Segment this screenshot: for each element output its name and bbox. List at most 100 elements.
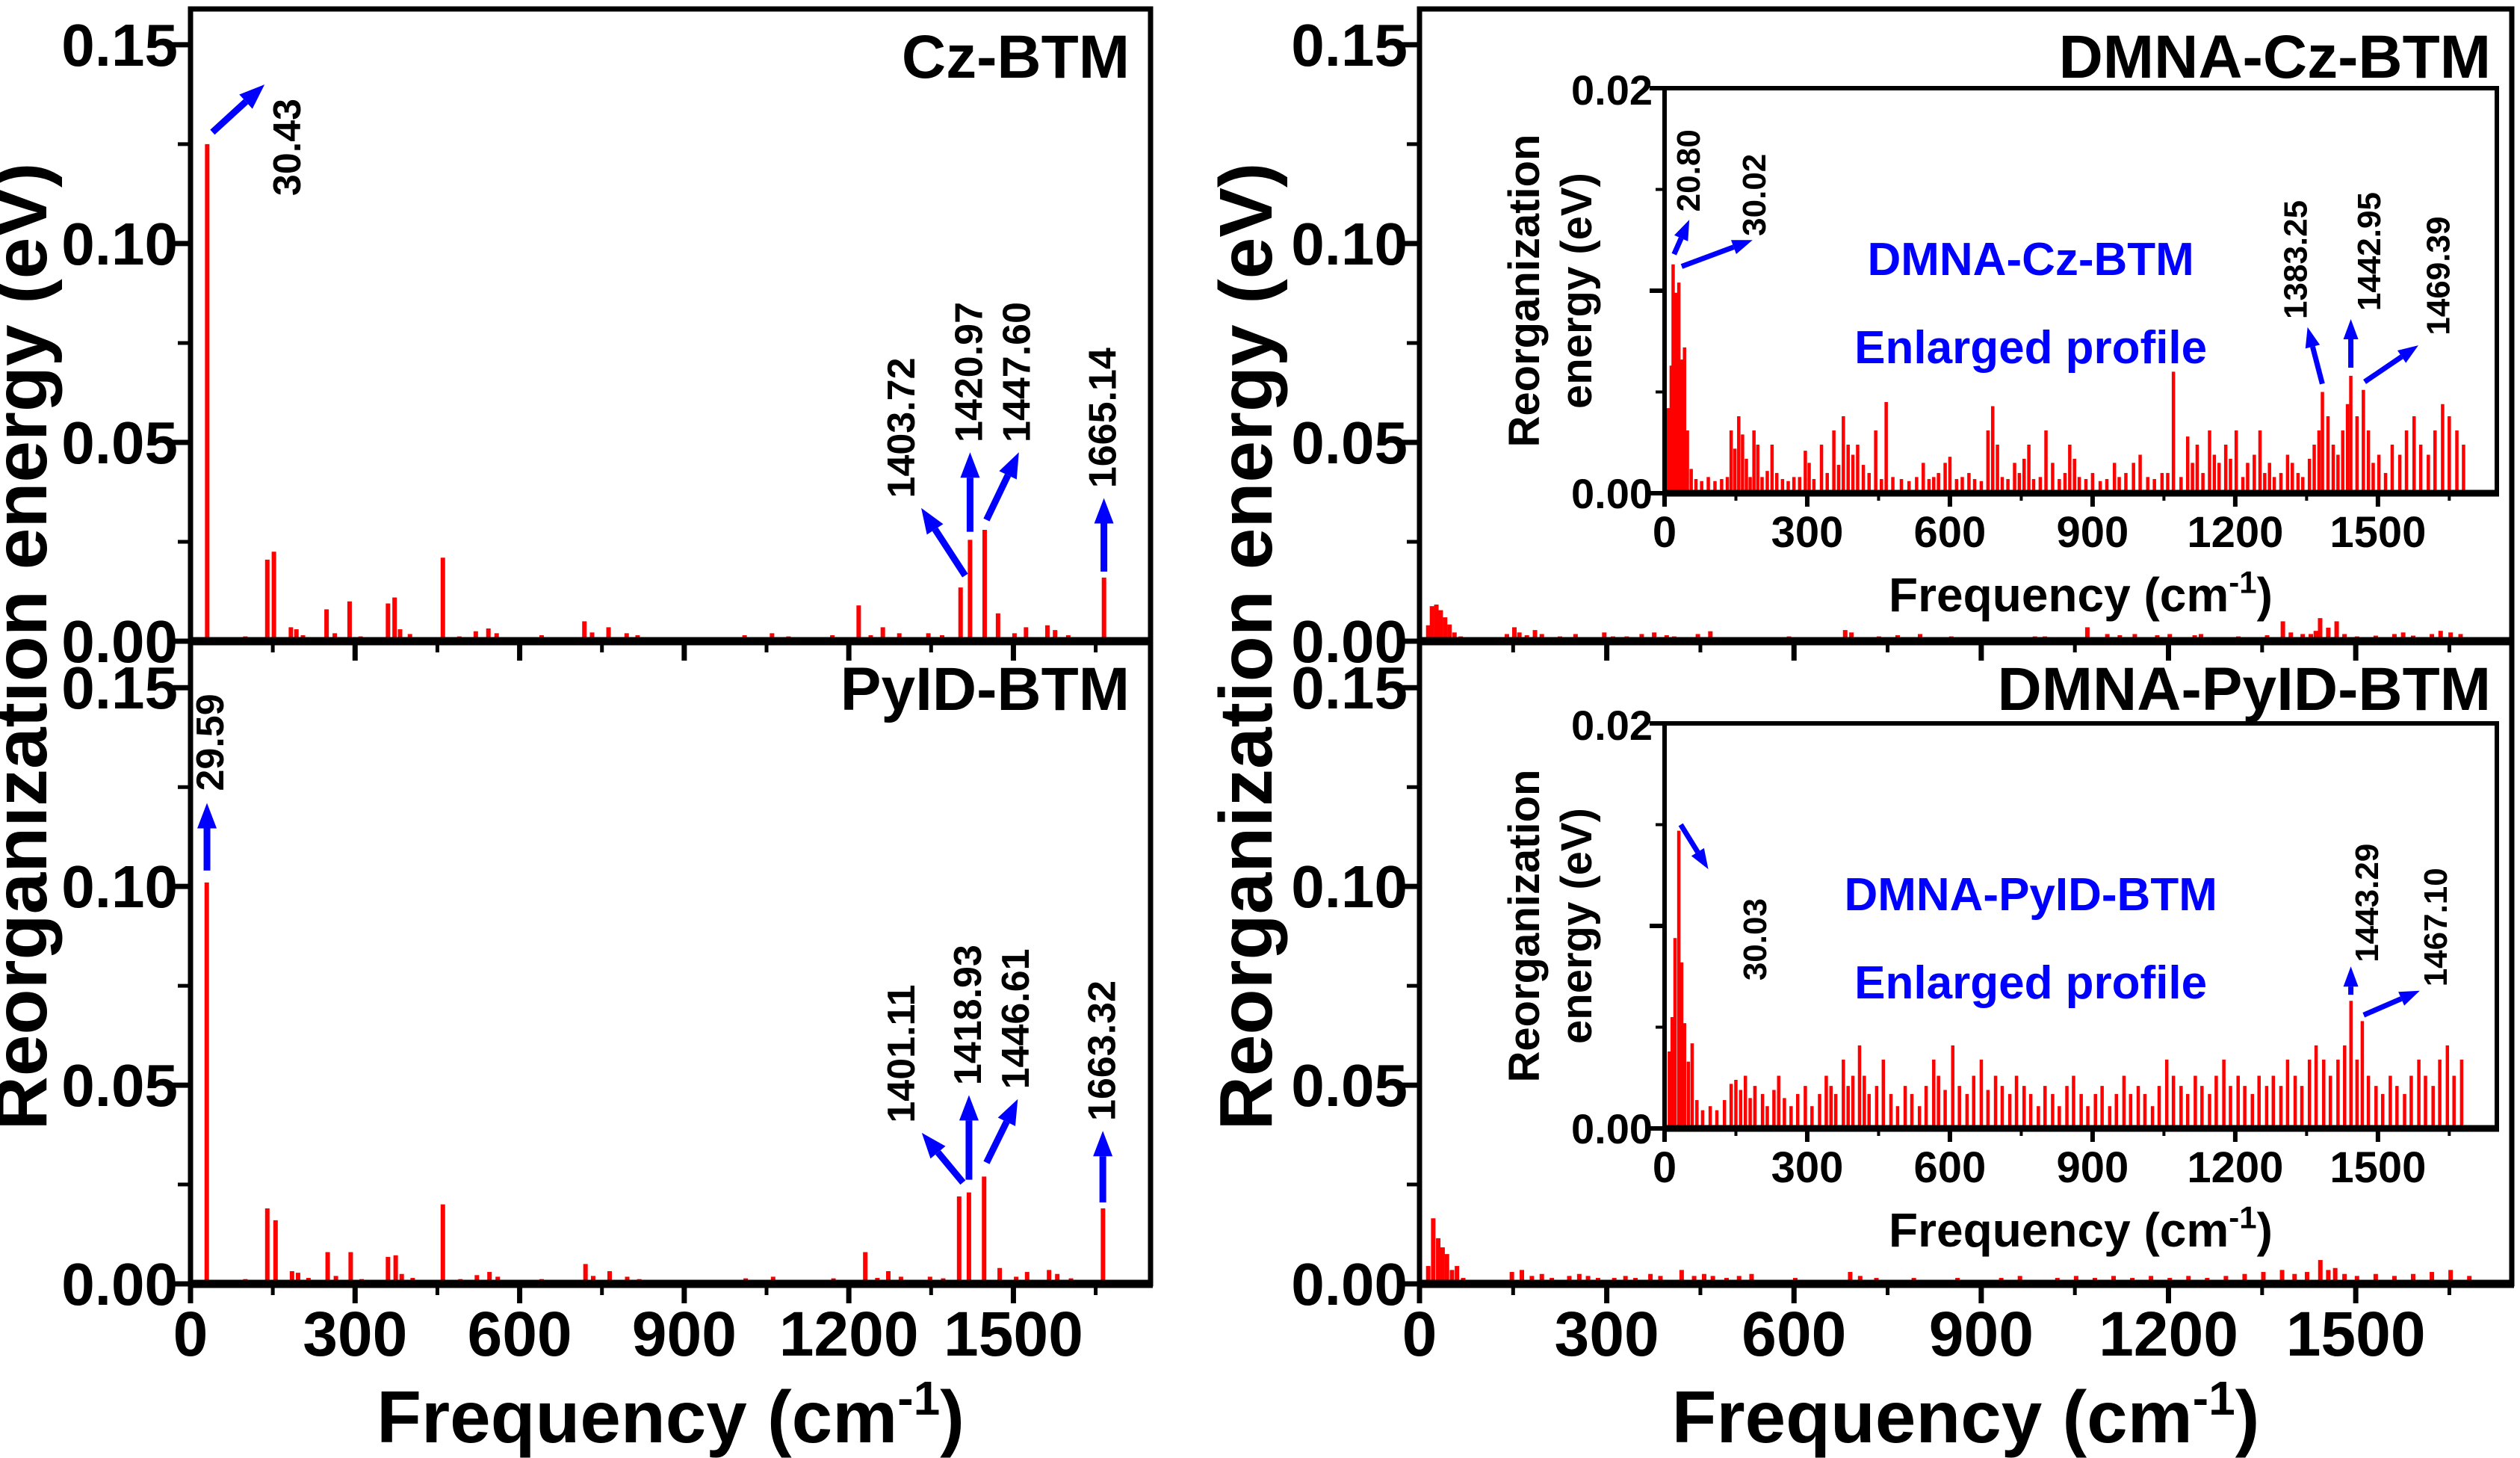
x-tick-label: 0 [173, 1299, 208, 1369]
inset-annotation-30.02: 30.02 [1680, 154, 1773, 269]
inset-x-tick-label: 900 [2057, 1143, 2129, 1192]
y-tick-label: 0.00 [61, 608, 178, 675]
annotation-arrow-head [2398, 990, 2420, 1006]
inset-annotation-label: 30.03 [1737, 898, 1774, 980]
annotation-arrow-line [983, 473, 1012, 522]
x-tick-label: 600 [1742, 1299, 1846, 1369]
annotation-29.59: 29.59 [189, 694, 232, 871]
x-tick-label: 600 [467, 1299, 572, 1369]
x-tick-label: 900 [632, 1299, 737, 1369]
annotation-1403.72: 1403.72 [880, 357, 968, 578]
inset-y-axis-title-line2: energy (eV) [1552, 173, 1601, 409]
annotation-arrow-head [1691, 847, 1709, 870]
y-tick-label: 0.15 [61, 655, 178, 721]
inset-annotation-1469.39: 1469.39 [2363, 217, 2456, 384]
inset-annotation-label: 1442.95 [2351, 192, 2388, 311]
inset-title-line2: Enlarged profile [1854, 957, 2207, 1009]
annotation-1446.61: 1446.61 [983, 948, 1038, 1164]
y-tick-label: 0.00 [61, 1251, 178, 1318]
annotation-1447.60: 1447.60 [983, 302, 1038, 522]
annotation-arrow-line [2363, 354, 2403, 384]
annotation-arrow-head [1674, 220, 1690, 241]
inset-annotation-label: 1467.10 [2418, 868, 2454, 986]
sticks-pyid-btm [204, 882, 1106, 1282]
inset-dmna-cz-btm: 0.02 0.000 300 600 900 1200 1500 Frequency (cm-… [1500, 67, 2499, 622]
inset-x-axis-title: Frequency (cm-1) [1889, 565, 2273, 622]
annotation-arrow-line [983, 1120, 1010, 1164]
annotation-1401.11: 1401.11 [880, 984, 966, 1185]
annotation-label: 1663.32 [1080, 980, 1124, 1121]
annotation-label: 1447.60 [995, 302, 1038, 442]
inset-annotation-1467.10: 1467.10 [2362, 868, 2454, 1018]
inset-title-line1: DMNA-Cz-BTM [1867, 234, 2194, 285]
y-tick-label: 0.00 [1291, 1251, 1408, 1318]
inset-annotation-20.80: 20.80 [1671, 129, 1707, 256]
inset-sticks [1666, 264, 2465, 492]
inset-y-axis-title-line2: energy (eV) [1552, 808, 1601, 1044]
inset-title-line2: Enlarged profile [1854, 322, 2207, 374]
inset-y-axis-title-line1: Reorganization [1500, 770, 1549, 1083]
inset-y-bottom-label: 0.00 [1571, 470, 1653, 517]
inset-x-tick-label: 600 [1914, 1143, 1987, 1192]
x-axis-title: Frequency (cm-1) [1672, 1371, 2260, 1458]
inset-x-tick-label: 1200 [2187, 508, 2283, 557]
annotation-arrow-head [921, 1132, 946, 1159]
y-axis-title: Reorganization energy (eV) [0, 163, 63, 1131]
inset-x-tick-label: 300 [1771, 1143, 1844, 1192]
annotation-arrow-head [239, 84, 265, 109]
y-axis-title: Reorganization energy (eV) [1204, 163, 1288, 1131]
y-tick-label: 0.05 [1291, 1052, 1408, 1119]
x-axis-title: Frequency (cm-1) [377, 1371, 965, 1458]
annotation-arrow-head [960, 452, 980, 478]
panel-title: DMNA-Cz-BTM [2059, 23, 2491, 91]
inset-annotation-1442.95: 1442.95 [2343, 192, 2388, 368]
y-tick-label: 0.05 [61, 1052, 178, 1119]
annotation-arrow-line [2310, 346, 2325, 385]
inset-x-tick-label: 0 [1653, 1143, 1677, 1192]
y-tick-label: 0.00 [1291, 608, 1408, 675]
x-tick-label: 1500 [944, 1299, 1083, 1369]
panel-title: PyID-BTM [840, 655, 1130, 723]
y-tick-label: 0.10 [61, 853, 178, 920]
inset-annotation-label: 1443.29 [2349, 844, 2386, 963]
panel-dmna-pyid-btm: 0.00 0.05 0.10 0.15 0 300 600 900 1200 1500 DMNA-P… [1291, 638, 2515, 1369]
annotation-label: 30.43 [266, 99, 309, 196]
annotation-label: 29.59 [189, 694, 232, 791]
inset-x-tick-label: 600 [1914, 508, 1987, 557]
panel-title: DMNA-PyID-BTM [1998, 655, 2491, 723]
inset-x-tick-label: 900 [2057, 508, 2129, 557]
inset-y-bottom-label: 0.00 [1571, 1105, 1653, 1152]
x-tick-label: 1500 [2286, 1299, 2426, 1369]
annotation-label: 1420.97 [948, 302, 991, 442]
inset-x-tick-label: 1200 [2187, 1143, 2283, 1192]
annotation-arrow-line [1678, 823, 1700, 854]
y-tick-label: 0.15 [1291, 12, 1408, 78]
annotation-1418.93: 1418.93 [947, 945, 990, 1180]
annotation-1665.14: 1665.14 [1082, 347, 1125, 572]
inset-x-axis-title: Frequency (cm-1) [1889, 1200, 2273, 1257]
annotation-arrow-line [1671, 237, 1684, 256]
annotation-1420.97: 1420.97 [948, 302, 991, 532]
inset-x-tick-label: 300 [1771, 508, 1844, 557]
annotation-label: 1401.11 [880, 984, 923, 1122]
inset-y-top-label: 0.02 [1571, 67, 1653, 114]
inset-annotation-label: 1469.39 [2420, 217, 2456, 336]
y-tick-label: 0.05 [61, 410, 178, 476]
x-tick-label: 300 [1555, 1299, 1659, 1369]
annotation-label: 1665.14 [1082, 347, 1125, 488]
x-tick-label: 300 [303, 1299, 407, 1369]
y-tick-label: 0.15 [61, 12, 178, 78]
annotation-arrow-head [999, 452, 1019, 480]
annotation-label: 1403.72 [880, 357, 923, 498]
annotation-label: 1418.93 [947, 945, 990, 1085]
inset-x-tick-label: 1500 [2329, 508, 2426, 557]
y-tick-label: 0.05 [1291, 410, 1408, 476]
inset-title-line1: DMNA-PyID-BTM [1844, 869, 2217, 921]
annotation-arrow-head [997, 1099, 1018, 1126]
inset-y-axis-title-line1: Reorganization [1500, 135, 1549, 448]
annotation-arrow-head [2397, 345, 2418, 363]
column-labels-0: Reorganization energy (eV) Frequency (cm-… [0, 163, 965, 1458]
inset-annotation-label: 1383.25 [2277, 200, 2314, 319]
